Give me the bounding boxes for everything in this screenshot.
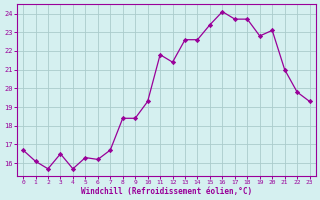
X-axis label: Windchill (Refroidissement éolien,°C): Windchill (Refroidissement éolien,°C) (81, 187, 252, 196)
